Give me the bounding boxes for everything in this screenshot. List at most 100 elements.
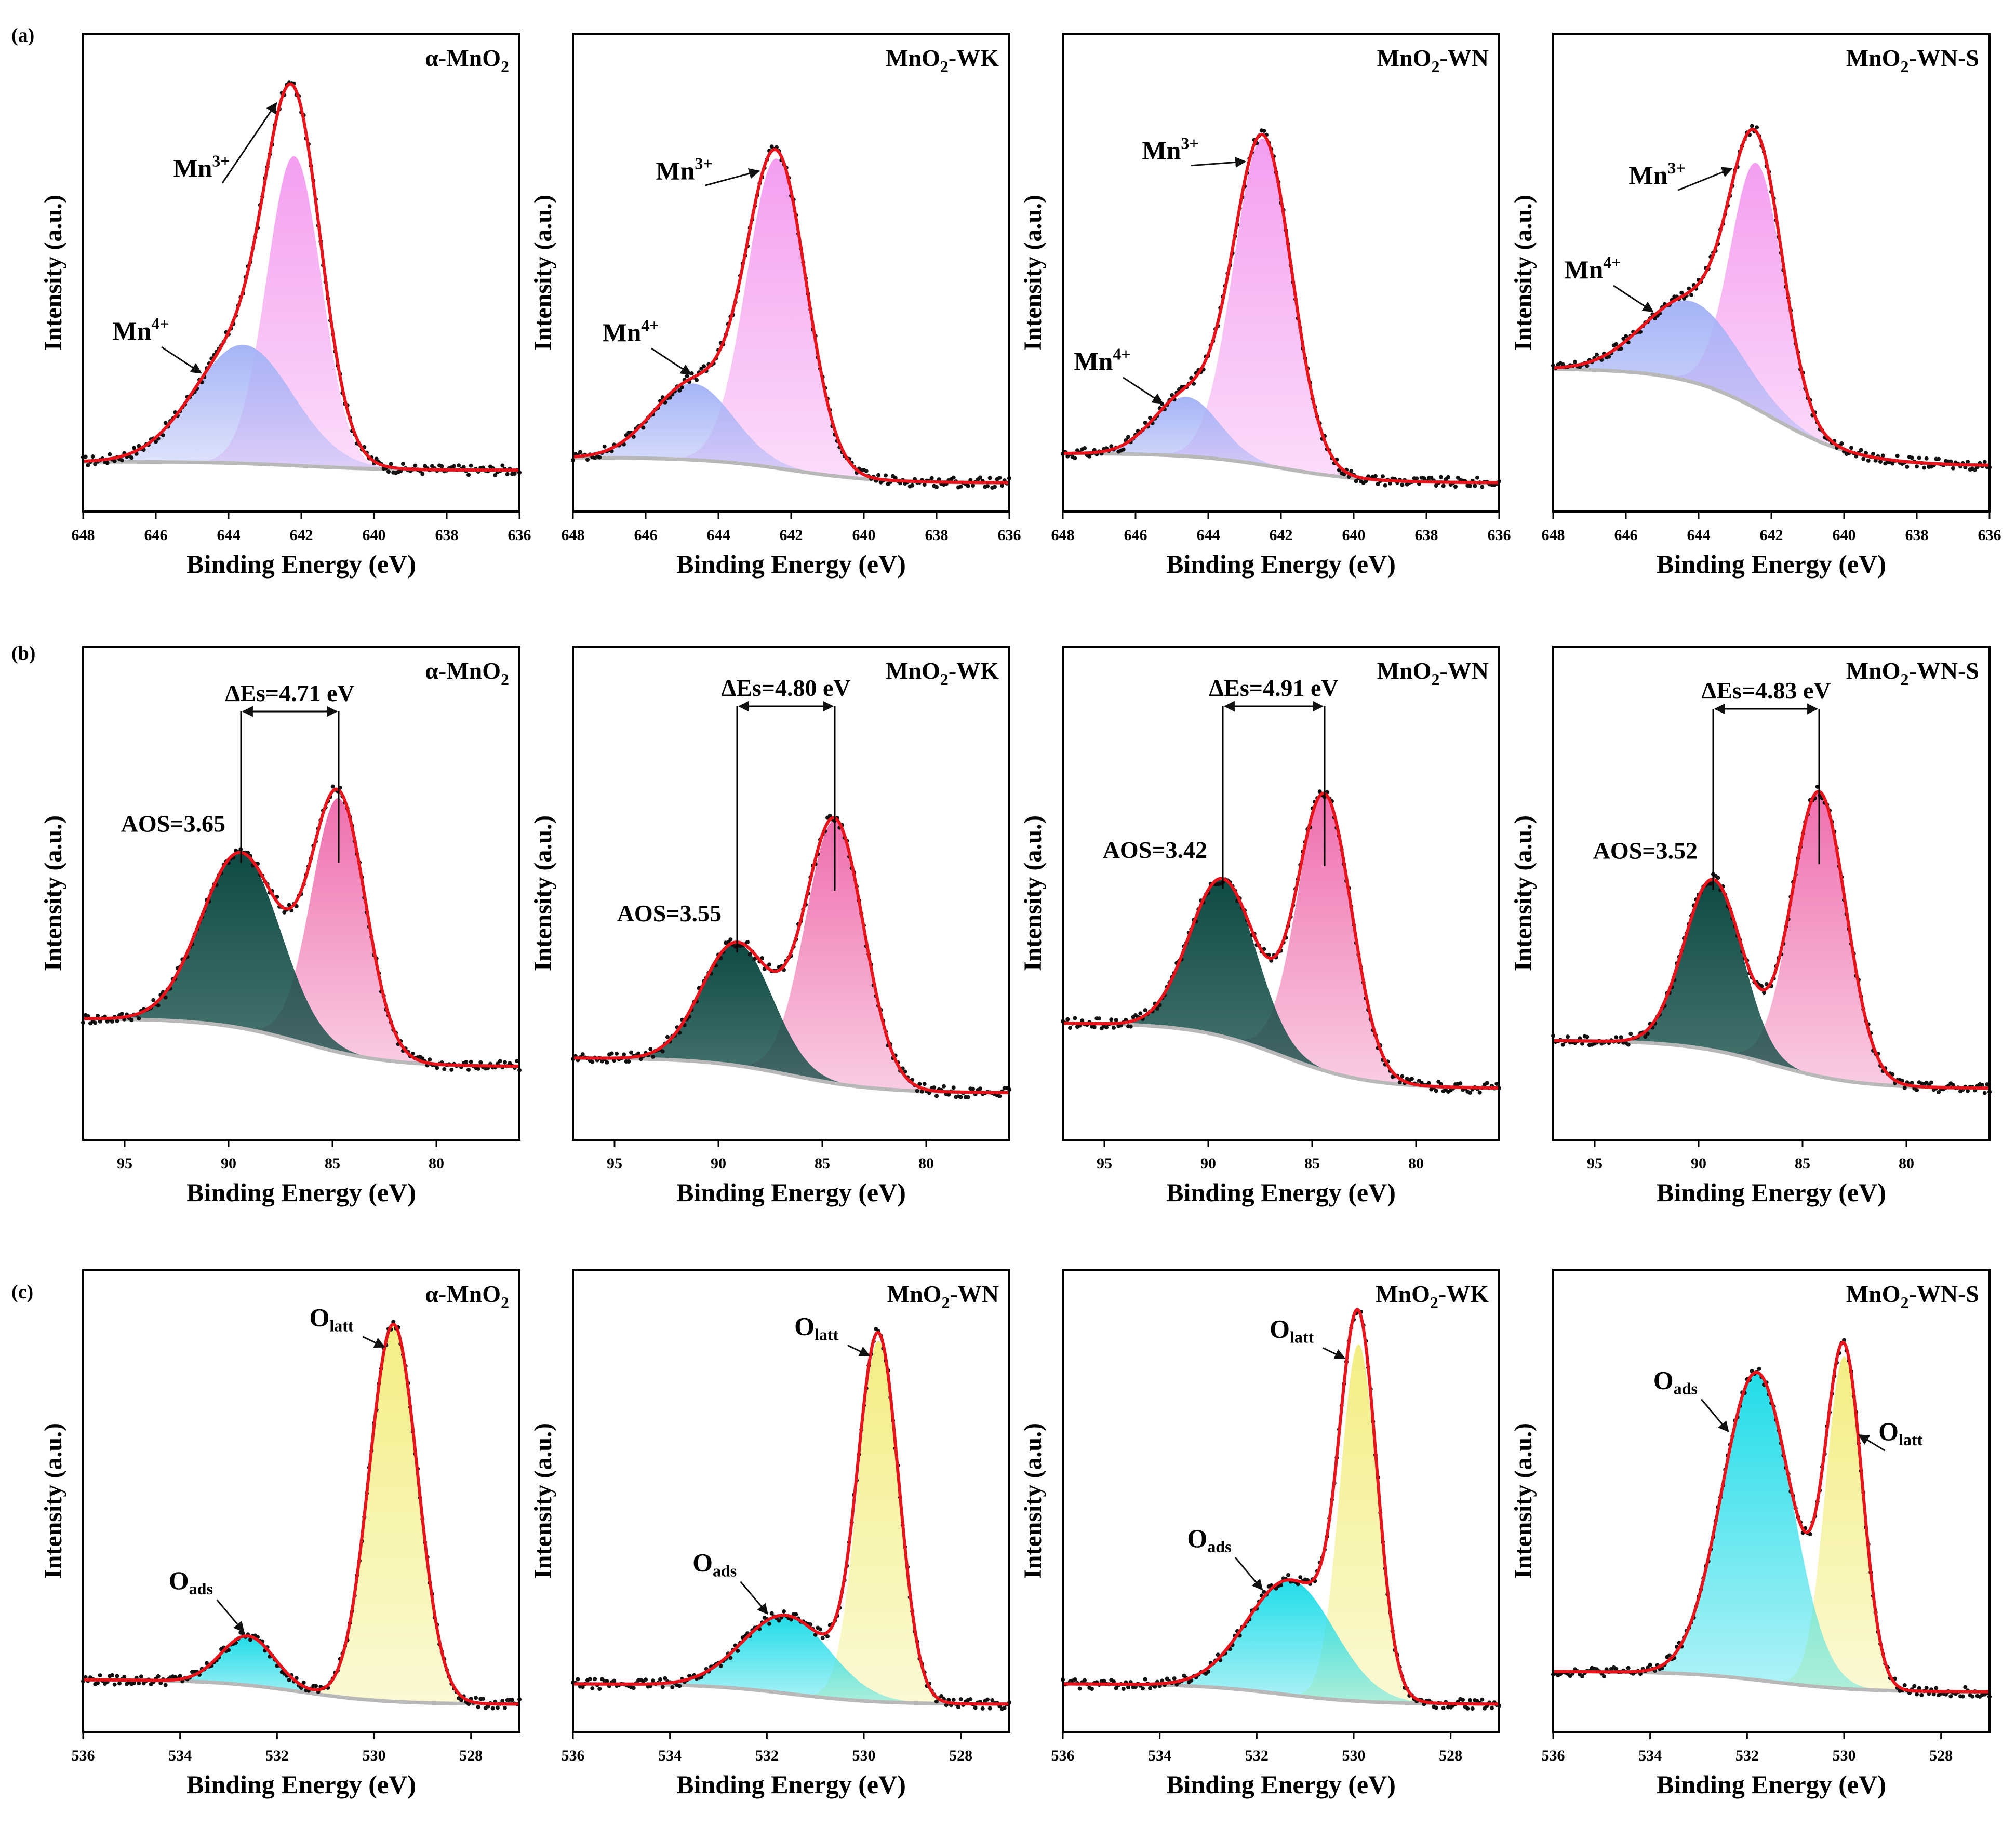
data-point — [1083, 1678, 1087, 1683]
data-point — [1560, 362, 1565, 367]
spectrum-panel: 648 646 644 642 640 638 636 Binding Energy (eV)… — [529, 33, 1021, 579]
data-point — [605, 1060, 609, 1065]
data-point — [1937, 1090, 1941, 1094]
data-point — [985, 1697, 990, 1702]
data-point — [476, 1705, 480, 1710]
component-peak — [1063, 138, 1499, 483]
data-point — [478, 1060, 483, 1065]
data-point — [1104, 1025, 1109, 1030]
data-point — [736, 1648, 740, 1653]
data-point — [282, 910, 287, 915]
y-axis-label: Intensity (a.u.) — [1019, 1423, 1047, 1579]
peak-label-oads: Oads — [1187, 1524, 1231, 1556]
x-tick-label: 646 — [634, 527, 658, 544]
data-point — [158, 1681, 163, 1685]
component-peak — [1063, 397, 1499, 483]
data-point — [1648, 1662, 1652, 1667]
row-label: (b) — [11, 642, 35, 664]
data-point — [651, 1054, 655, 1059]
data-point — [110, 1673, 114, 1677]
data-point — [1400, 482, 1405, 487]
peak-label-oads: Oads — [169, 1566, 213, 1598]
peak-label-mn4: Mn4+ — [112, 314, 169, 345]
component-peak — [1553, 163, 1990, 465]
data-point — [956, 1705, 960, 1709]
data-point — [391, 1320, 396, 1324]
data-point — [452, 464, 456, 468]
x-tick-label: 636 — [1978, 527, 2001, 544]
x-tick-label: 530 — [852, 1747, 876, 1764]
plot-frame — [82, 1269, 520, 1733]
x-tick-label: 646 — [1124, 527, 1147, 544]
data-point — [1477, 1090, 1482, 1095]
peak-label-mn3: Mn3+ — [1628, 158, 1685, 190]
data-point — [987, 1706, 992, 1711]
data-point — [1480, 1697, 1485, 1702]
spectrum-panel: 95 90 85 80 Binding Energy (eV) Intensity (a.… — [1510, 646, 1992, 1207]
data-point — [156, 1674, 161, 1678]
data-point — [493, 473, 498, 477]
fit-envelope — [1063, 132, 1499, 485]
data-point — [1985, 1082, 1990, 1087]
component-peak — [1063, 1580, 1499, 1704]
data-point — [660, 1685, 665, 1689]
x-tick-label: 648 — [1542, 527, 1565, 544]
data-point — [90, 454, 95, 459]
sample-title: MnO2-WN — [887, 1281, 999, 1312]
data-point — [677, 388, 682, 393]
peak-label-mn4: Mn4+ — [1564, 253, 1621, 284]
spectrum-panel: 95 90 85 80 Binding Energy (eV) Intensity (a.… — [529, 646, 1011, 1207]
data-point — [435, 1066, 439, 1070]
data-point — [593, 1677, 597, 1682]
x-tick-label: 648 — [562, 527, 585, 544]
data-point — [1109, 444, 1114, 449]
peak-arrow — [1191, 156, 1247, 168]
data-point — [1944, 1692, 1948, 1697]
sample-title: MnO2-WN-S — [1846, 657, 1979, 689]
data-point — [663, 1676, 667, 1681]
data-point — [939, 1694, 944, 1698]
data-point — [929, 476, 934, 480]
data-point — [1148, 1686, 1152, 1690]
data-point — [119, 458, 124, 463]
data-point — [1414, 476, 1419, 481]
data-point — [1931, 1692, 1936, 1697]
data-point — [1453, 485, 1458, 489]
data-point — [1153, 1684, 1157, 1689]
data-point — [767, 962, 771, 967]
data-point — [86, 463, 90, 467]
data-point — [825, 1634, 830, 1638]
data-point — [782, 1609, 786, 1614]
plot-frame — [1552, 646, 1991, 1141]
sample-title: MnO2-WN — [1377, 657, 1489, 689]
data-point — [512, 472, 517, 476]
data-point — [1880, 453, 1885, 458]
data-point — [137, 1016, 141, 1021]
data-point — [1922, 465, 1926, 470]
data-point — [1912, 1684, 1917, 1688]
data-point — [629, 1050, 633, 1055]
data-point — [287, 1677, 291, 1682]
data-point — [115, 1674, 119, 1678]
data-point — [1948, 459, 1953, 464]
data-point — [151, 998, 156, 1002]
delta-es-label: ΔEs=4.91 eV — [1209, 675, 1338, 701]
x-tick-label: 644 — [1197, 527, 1220, 544]
data-point — [612, 1678, 617, 1683]
data-point — [1937, 456, 1941, 461]
data-point — [1580, 1674, 1584, 1678]
x-tick-label: 532 — [265, 1747, 289, 1764]
data-point — [1915, 1692, 1919, 1697]
x-tick-label: 534 — [1148, 1747, 1171, 1764]
data-point — [105, 461, 110, 465]
component-peak — [1553, 879, 1990, 1089]
x-axis-label: Binding Energy (eV) — [186, 1178, 416, 1207]
data-point — [1109, 1017, 1114, 1022]
data-point — [374, 456, 379, 461]
data-point — [1960, 1694, 1965, 1699]
data-point — [597, 455, 602, 460]
data-point — [1750, 124, 1754, 128]
data-point — [677, 1684, 682, 1688]
data-point — [108, 452, 112, 456]
data-point — [641, 425, 646, 430]
